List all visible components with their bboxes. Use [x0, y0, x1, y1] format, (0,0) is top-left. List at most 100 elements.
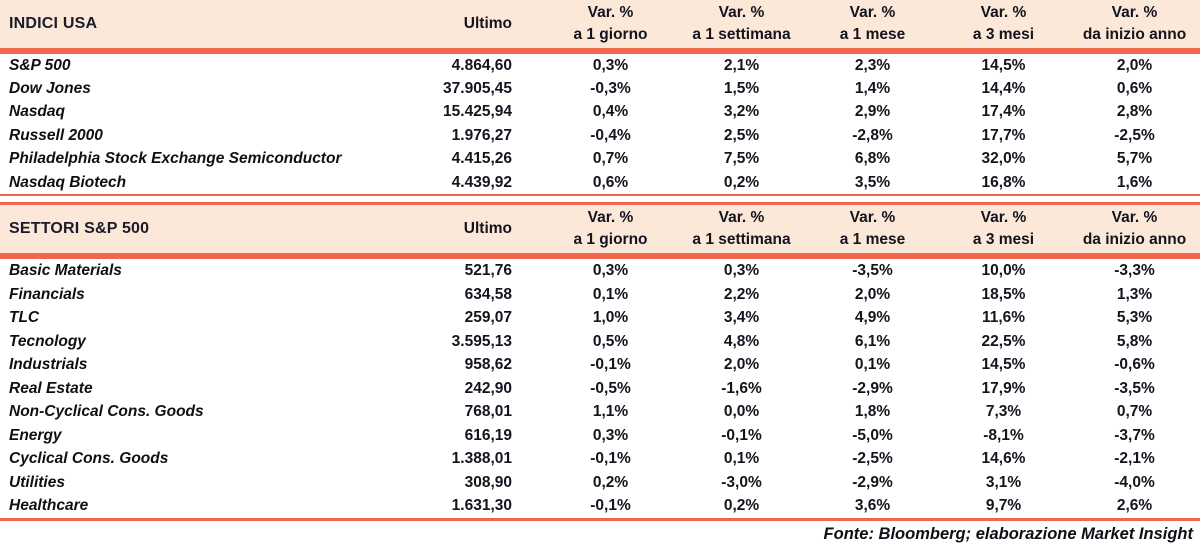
col-header-var-line1: Var. % [718, 4, 765, 21]
row-value-pct: -0,6% [1114, 356, 1155, 374]
row-value-pct: 1,5% [723, 80, 760, 98]
row-value-pct: 1,3% [1116, 285, 1153, 303]
row-value-pct: 0,1% [723, 450, 760, 468]
row-value-pct: -4,0% [1114, 473, 1155, 491]
table-row: Utilities 308,90 0,2% -3,0% -2,9% 3,1% -4,0% [0, 471, 1200, 495]
row-value-pct: -0,1% [590, 497, 631, 515]
section-settori-sp500: SETTORI S&P 500 Ultimo Var. % a 1 giorno V… [0, 202, 1200, 521]
row-value-pct: -2,9% [852, 473, 893, 491]
table-row: Russell 2000 1.976,27 -0,4% 2,5% -2,8% 17,7% -… [0, 124, 1200, 147]
row-value-pct: 5,8% [1116, 332, 1153, 350]
col-header-var-line2: a 1 mese [839, 230, 906, 248]
table-row: Philadelphia Stock Exchange Semiconducto… [0, 148, 1200, 171]
row-value-pct: 14,5% [981, 56, 1026, 74]
col-header-var-line1: Var. % [1111, 4, 1158, 21]
row-value-pct: -2,5% [1114, 126, 1155, 144]
row-value-pct: -0,5% [590, 379, 631, 397]
row-value-pct: 1,6% [1116, 173, 1153, 191]
row-label: Basic Materials [9, 262, 122, 280]
col-header-var-line2: a 1 settimana [692, 25, 791, 43]
header-double-rule [0, 253, 1200, 260]
col-header-var: Var. % a 1 giorno [545, 208, 676, 250]
row-value-ultimo: 3.595,13 [451, 332, 512, 350]
row-value-pct: 2,6% [1116, 497, 1153, 515]
col-header-var-line1: Var. % [587, 4, 634, 21]
row-value-pct: -3,3% [1114, 262, 1155, 280]
row-label: Nasdaq Biotech [9, 173, 127, 191]
row-value-pct: 17,4% [981, 103, 1026, 121]
col-header-var: Var. % da inizio anno [1069, 3, 1200, 45]
row-value-pct: -0,1% [590, 356, 631, 374]
row-value-pct: -1,6% [721, 379, 762, 397]
row-value-ultimo: 1.976,27 [451, 126, 512, 144]
row-value-pct: 3,6% [854, 497, 891, 515]
table-row: Industrials 958,62 -0,1% 2,0% 0,1% 14,5% -0,6% [0, 353, 1200, 377]
table-row: Tecnology 3.595,13 0,5% 4,8% 6,1% 22,5% 5,8% [0, 330, 1200, 354]
row-value-pct: 5,3% [1116, 309, 1153, 327]
row-label: Healthcare [9, 497, 89, 515]
row-label: Cyclical Cons. Goods [9, 450, 169, 468]
row-label: Dow Jones [9, 80, 91, 98]
row-value-pct: 0,2% [723, 173, 760, 191]
table-row: Basic Materials 521,76 0,3% 0,3% -3,5% 10,0% -… [0, 259, 1200, 283]
row-value-pct: 7,3% [985, 403, 1022, 421]
col-header-var-line2: da inizio anno [1082, 230, 1187, 248]
row-value-pct: -2,5% [852, 450, 893, 468]
row-label: Utilities [9, 473, 65, 491]
table-bottom-rule [0, 517, 1200, 521]
table-row: Nasdaq 15.425,94 0,4% 3,2% 2,9% 17,4% 2,8% [0, 101, 1200, 124]
row-value-pct: 32,0% [981, 150, 1026, 168]
row-value-ultimo: 1.388,01 [451, 450, 512, 468]
col-header-ultimo: Ultimo [463, 220, 512, 238]
row-value-pct: 6,8% [854, 150, 891, 168]
row-value-pct: -3,5% [852, 262, 893, 280]
col-header-var-line1: Var. % [849, 4, 896, 21]
row-value-pct: -3,7% [1114, 426, 1155, 444]
row-label: Energy [9, 426, 62, 444]
row-value-ultimo: 616,19 [464, 426, 512, 444]
row-value-ultimo: 768,01 [464, 403, 512, 421]
row-value-pct: -0,1% [721, 426, 762, 444]
row-value-pct: 14,6% [981, 450, 1026, 468]
row-value-pct: 6,1% [854, 332, 891, 350]
row-value-pct: 0,2% [592, 473, 629, 491]
row-value-pct: 0,1% [854, 356, 891, 374]
section-title: SETTORI S&P 500 [9, 220, 150, 238]
row-label: Financials [9, 285, 85, 303]
row-label: Russell 2000 [9, 126, 103, 144]
row-value-pct: 22,5% [981, 332, 1026, 350]
table-row: Financials 634,58 0,1% 2,2% 2,0% 18,5% 1,3% [0, 283, 1200, 307]
col-header-ultimo: Ultimo [463, 15, 512, 32]
row-value-pct: 10,0% [981, 262, 1026, 280]
row-label: Philadelphia Stock Exchange Semiconducto… [9, 150, 342, 168]
row-value-ultimo: 4.439,92 [451, 173, 512, 191]
table-row: Non-Cyclical Cons. Goods 768,01 1,1% 0,0% 1,… [0, 400, 1200, 424]
row-value-pct: -0,1% [590, 450, 631, 468]
row-value-pct: 3,5% [854, 173, 891, 191]
row-label: Real Estate [9, 379, 93, 397]
section-top-rule [0, 202, 1200, 206]
row-value-pct: 17,9% [981, 379, 1026, 397]
row-value-ultimo: 242,90 [464, 379, 512, 397]
row-value-pct: 2,3% [854, 56, 891, 74]
row-value-pct: 0,3% [592, 56, 629, 74]
row-value-ultimo: 37.905,45 [443, 80, 512, 98]
row-value-pct: 0,7% [1116, 403, 1153, 421]
row-value-ultimo: 1.631,30 [451, 497, 512, 515]
row-value-pct: 0,0% [723, 403, 760, 421]
source-note: Fonte: Bloomberg; elaborazione Market In… [823, 525, 1193, 544]
col-header-var: Var. % a 1 mese [807, 208, 938, 250]
row-value-pct: 2,0% [854, 285, 891, 303]
row-label: TLC [9, 309, 40, 327]
row-value-pct: 2,5% [723, 126, 760, 144]
col-header-var-line1: Var. % [718, 209, 765, 227]
col-header-var: Var. % a 3 mesi [938, 3, 1069, 45]
section-bottom-rule [0, 194, 1200, 197]
row-value-pct: 14,4% [981, 80, 1026, 98]
row-label: Tecnology [9, 332, 86, 350]
col-header-var: Var. % a 1 settimana [676, 3, 807, 45]
row-value-ultimo: 15.425,94 [443, 103, 512, 121]
row-value-pct: -2,8% [852, 126, 893, 144]
row-value-pct: 7,5% [723, 150, 760, 168]
table-header-indici: INDICI USA Ultimo Var. % a 1 giorno Var. %… [0, 0, 1200, 48]
